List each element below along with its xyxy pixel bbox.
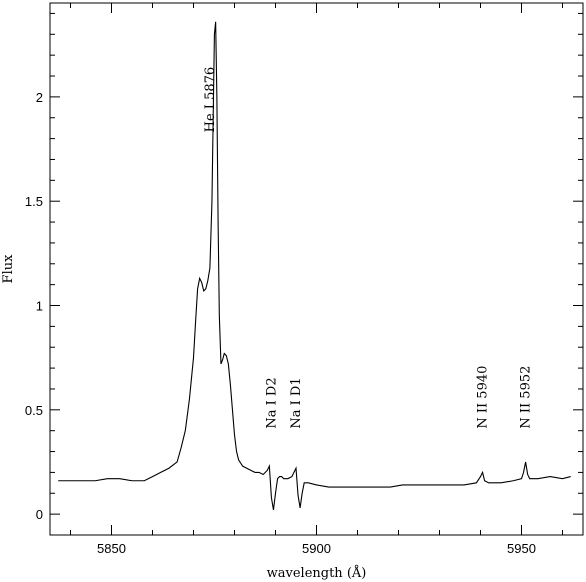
axis-tick-labels: 5850 5900 5950 0 0.5 1 1.5 2: [25, 90, 536, 556]
line-annotation: N II 5940: [476, 366, 491, 429]
y-axis-label: Flux: [1, 254, 16, 284]
y-tick-label: 2: [36, 90, 43, 105]
x-tick-label: 5950: [507, 541, 536, 556]
axis-ticks: [50, 3, 583, 536]
line-annotation: N II 5952: [519, 366, 534, 429]
y-tick-label: 1.5: [25, 194, 43, 209]
line-annotation: He I 5876: [203, 67, 218, 133]
line-annotation: Na I D1: [289, 377, 304, 428]
line-annotations: He I 5876 Na I D2 Na I D1 N II 5940 N II 595…: [203, 67, 534, 429]
y-tick-label: 0.5: [25, 403, 43, 418]
y-tick-label: 1: [36, 299, 43, 314]
x-axis-label: wavelength (Å): [267, 565, 367, 581]
x-tick-label: 5850: [97, 541, 126, 556]
plot-frame: [49, 2, 584, 536]
line-annotation: Na I D2: [264, 377, 279, 428]
y-tick-label: 0: [36, 507, 43, 522]
spectrum-line: [58, 21, 571, 511]
x-tick-label: 5900: [302, 541, 331, 556]
